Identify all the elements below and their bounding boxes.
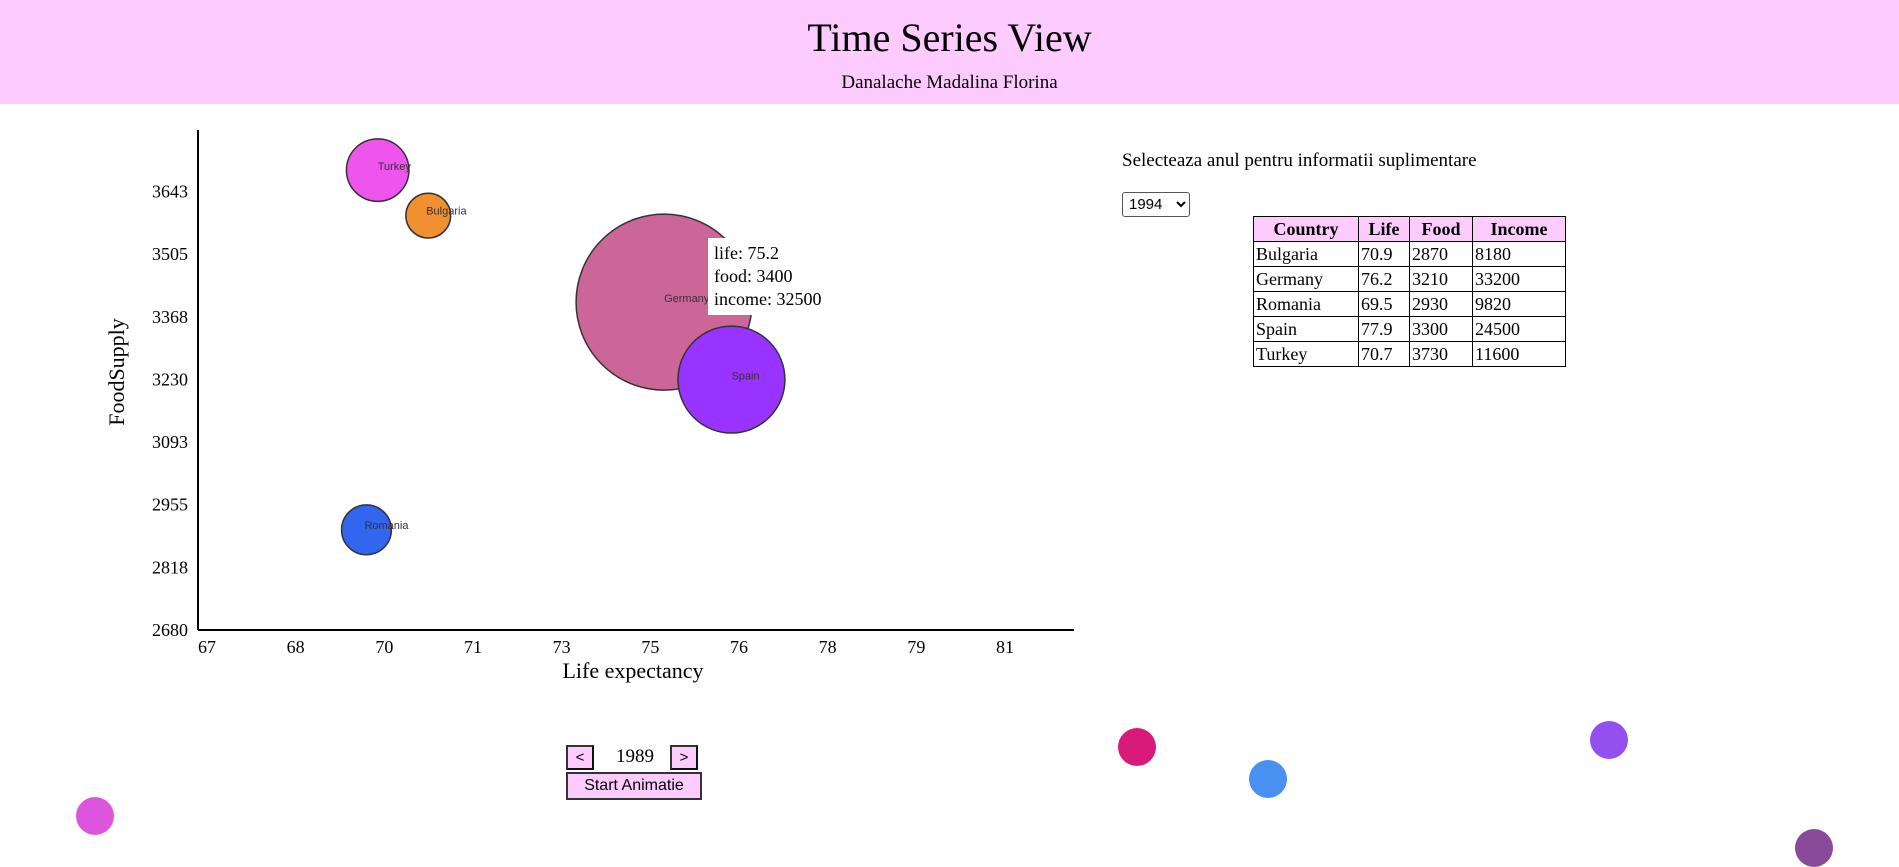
table-cell: 3730: [1409, 341, 1473, 367]
y-tick-label: 3093: [152, 432, 188, 452]
table-cell: 3300: [1409, 316, 1473, 342]
decorative-dot: [76, 797, 114, 835]
data-point-label: Germany: [664, 293, 710, 305]
x-axis-label: Life expectancy: [562, 658, 703, 683]
table-cell: 76.2: [1358, 266, 1410, 292]
x-tick-label: 68: [287, 637, 305, 657]
table-cell: 70.9: [1358, 241, 1410, 267]
current-year: 1989: [616, 746, 654, 767]
table-cell: 24500: [1472, 316, 1566, 342]
data-point-label: Spain: [731, 371, 759, 383]
data-point: [677, 325, 786, 434]
table-cell: Turkey: [1253, 341, 1359, 367]
table-cell: 8180: [1472, 241, 1566, 267]
table-cell: 9820: [1472, 291, 1566, 317]
page-header: Time Series View Danalache Madalina Flor…: [0, 0, 1899, 104]
y-tick-label: 2818: [152, 557, 188, 577]
prev-year-button[interactable]: <: [566, 745, 594, 770]
x-tick-label: 81: [996, 637, 1014, 657]
y-tick-label: 3643: [152, 181, 188, 201]
tooltip-food: food: 3400: [714, 266, 793, 286]
decorative-dot: [1590, 721, 1628, 759]
year-select-label: Selecteaza anul pentru informatii suplim…: [1122, 150, 1477, 171]
table-cell: 3210: [1409, 266, 1473, 292]
table-cell: Germany: [1253, 266, 1359, 292]
decorative-dot: [1795, 829, 1833, 867]
data-point-label: Bulgaria: [426, 206, 467, 218]
column-header: Food: [1409, 216, 1473, 242]
x-tick-label: 67: [198, 637, 216, 657]
data-point: [340, 504, 393, 556]
column-header: Income: [1472, 216, 1566, 242]
x-tick-label: 70: [375, 637, 393, 657]
year-select[interactable]: 1994: [1122, 192, 1190, 217]
table-cell: 77.9: [1358, 316, 1410, 342]
table-row: Turkey 70.7 3730 11600: [1253, 341, 1566, 367]
data-point-label: Romania: [364, 520, 409, 532]
table-cell: Bulgaria: [1253, 241, 1359, 267]
chart-tooltip: life: 75.2 food: 3400 income: 32500: [708, 238, 848, 315]
next-year-button[interactable]: >: [670, 745, 698, 770]
data-point: [405, 192, 452, 239]
column-header: Country: [1253, 216, 1359, 242]
column-header: Life: [1358, 216, 1410, 242]
table-cell: 2870: [1409, 241, 1473, 267]
x-tick-label: 73: [553, 637, 571, 657]
table-row: Romania 69.5 2930 9820: [1253, 291, 1566, 317]
y-tick-label: 3230: [152, 369, 188, 389]
info-table: Country Life Food Income Bulgaria 70.9 2…: [1253, 216, 1566, 367]
table-cell: 33200: [1472, 266, 1566, 292]
bubble-chart: 3643 3505 3368 3230 3093 2955 2818 2680 67 68 70 71…: [104, 130, 1074, 683]
y-axis-label: FoodSupply: [104, 318, 129, 426]
data-point: [345, 138, 410, 203]
author-name: Danalache Madalina Florina: [841, 72, 1058, 93]
y-tick-label: 2680: [152, 620, 188, 640]
y-tick-label: 2955: [152, 495, 188, 515]
x-tick-label: 76: [730, 637, 748, 657]
decorative-dot: [1118, 728, 1156, 766]
table-cell: 11600: [1472, 341, 1566, 367]
table-row: Bulgaria 70.9 2870 8180: [1253, 241, 1566, 267]
table-row: Spain 77.9 3300 24500: [1253, 316, 1566, 342]
x-tick-label: 79: [907, 637, 925, 657]
decorative-dot: [1249, 760, 1287, 798]
data-point-label: Turkey: [378, 161, 412, 173]
table-cell: Romania: [1253, 291, 1359, 317]
x-tick-label: 71: [464, 637, 482, 657]
table-cell: 2930: [1409, 291, 1473, 317]
page-title: Time Series View: [807, 15, 1092, 60]
table-cell: Spain: [1253, 316, 1359, 342]
tooltip-income: income: 32500: [714, 289, 822, 309]
table-header-row: Country Life Food Income: [1253, 216, 1566, 242]
x-tick-label: 75: [641, 637, 659, 657]
table-row: Germany 76.2 3210 33200: [1253, 266, 1566, 292]
table-cell: 69.5: [1358, 291, 1410, 317]
tooltip-life: life: 75.2: [714, 243, 779, 263]
y-tick-label: 3368: [152, 307, 188, 327]
table-cell: 70.7: [1358, 341, 1410, 367]
y-tick-label: 3505: [152, 244, 188, 264]
x-tick-label: 78: [819, 637, 837, 657]
start-animation-button[interactable]: Start Animatie: [566, 772, 702, 800]
